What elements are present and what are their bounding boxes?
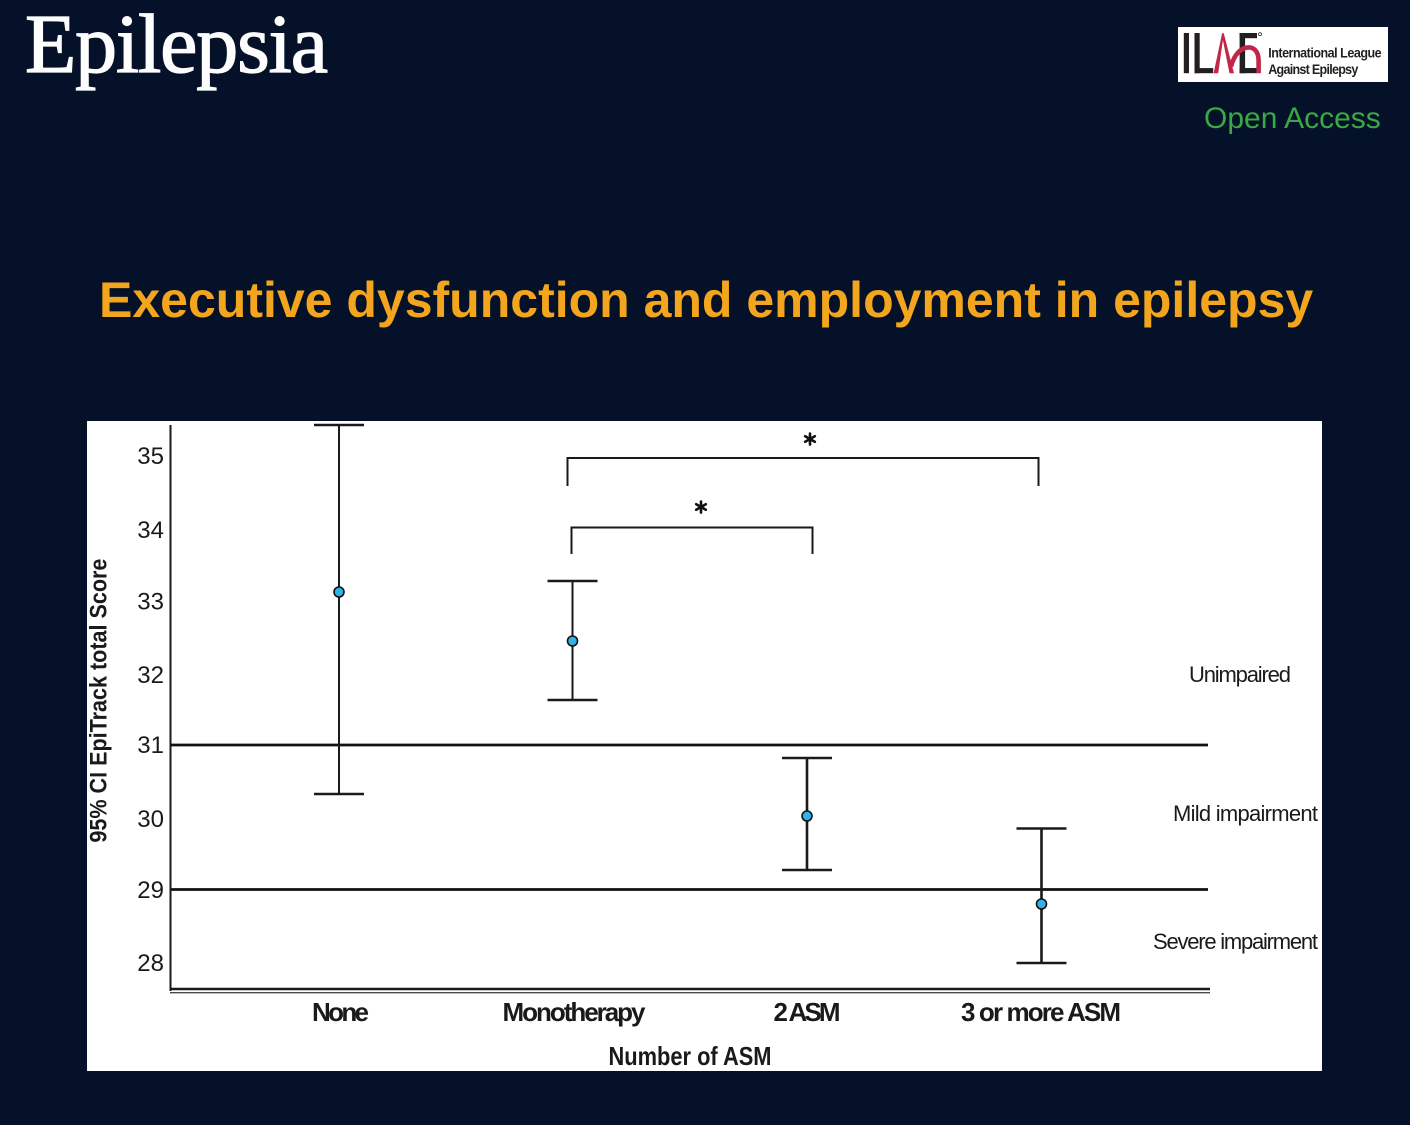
svg-text:Severe impairment: Severe impairment [1153, 929, 1318, 954]
svg-text:2 ASM: 2 ASM [774, 997, 841, 1027]
svg-text:Mild impairment: Mild impairment [1173, 801, 1318, 826]
svg-text:95% CI EpiTrack total Score: 95% CI EpiTrack total Score [87, 559, 113, 843]
svg-text:Unimpaired: Unimpaired [1189, 662, 1291, 687]
svg-text:32: 32 [137, 662, 164, 689]
svg-text:Number of ASM: Number of ASM [609, 1041, 772, 1071]
svg-text:3 or more ASM: 3 or more ASM [961, 997, 1121, 1027]
svg-text:34: 34 [137, 517, 164, 544]
svg-text:33: 33 [137, 589, 164, 616]
svg-text:31: 31 [137, 732, 164, 759]
svg-text:None: None [312, 997, 369, 1027]
svg-text:29: 29 [137, 877, 164, 904]
svg-text:28: 28 [137, 950, 164, 977]
svg-text:International League: International League [1268, 45, 1381, 61]
svg-text:30: 30 [137, 806, 164, 833]
svg-text:Against Epilepsy: Against Epilepsy [1268, 62, 1359, 78]
svg-text:35: 35 [137, 443, 164, 470]
svg-text:Monotherapy: Monotherapy [503, 997, 647, 1027]
